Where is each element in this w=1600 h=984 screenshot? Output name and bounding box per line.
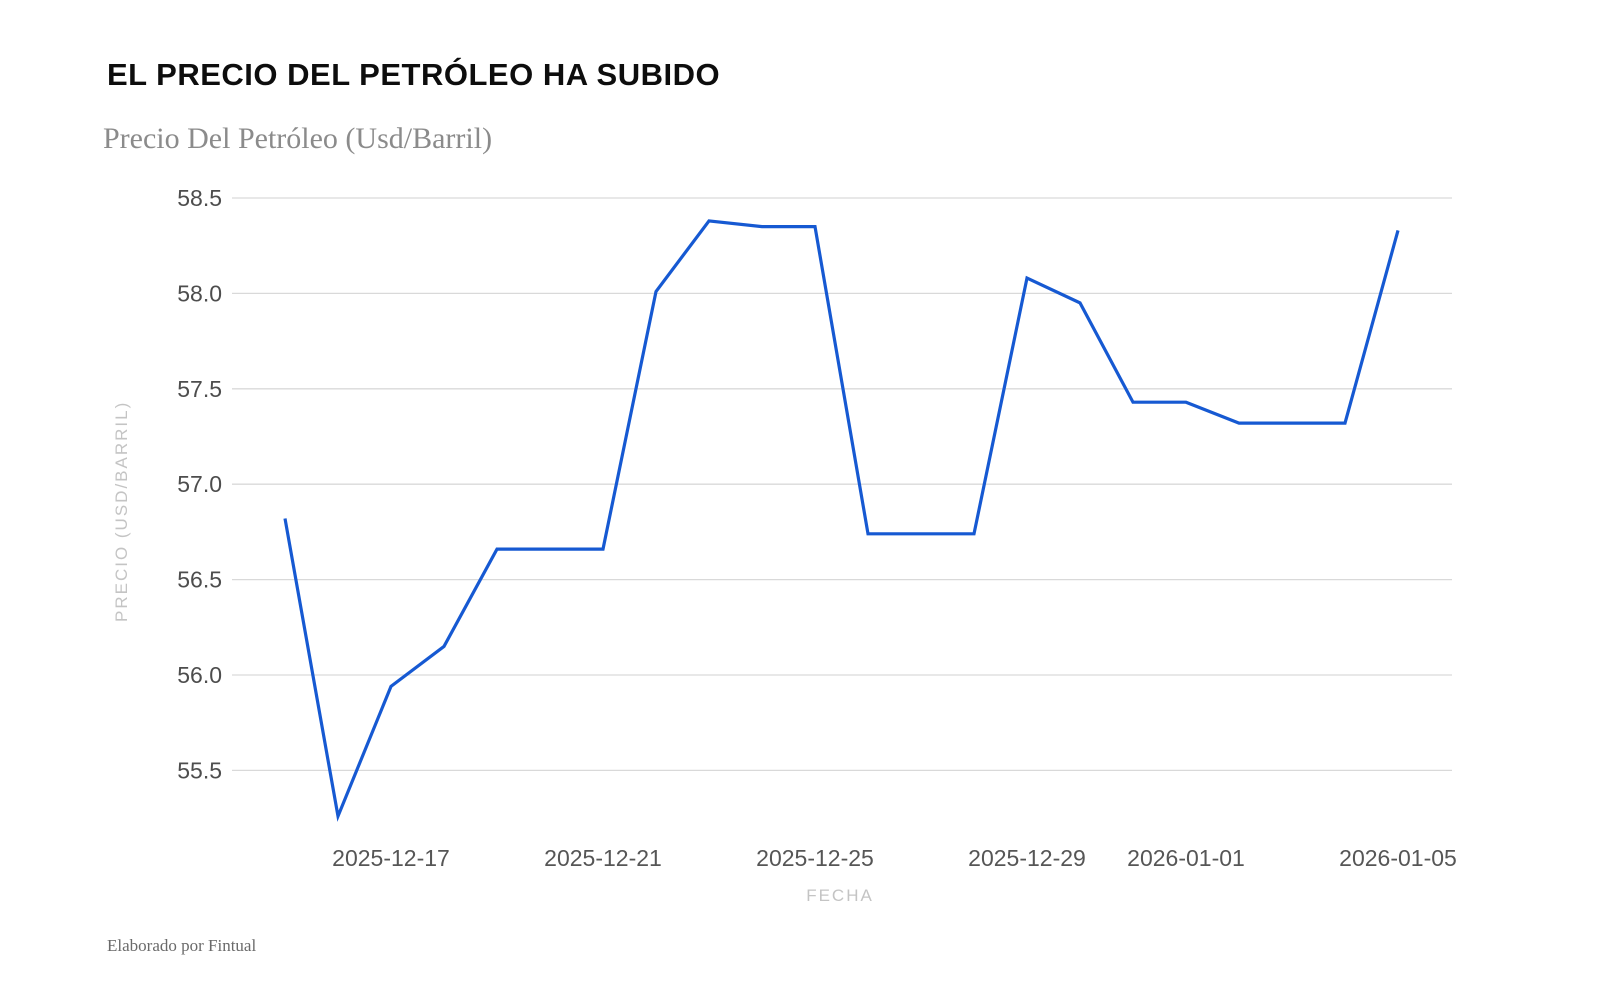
page-title: EL PRECIO DEL PETRÓLEO HA SUBIDO (107, 56, 721, 92)
y-tick-label: 58.0 (177, 280, 222, 306)
y-tick-label: 55.5 (177, 757, 222, 783)
y-tick-label: 58.5 (177, 185, 222, 211)
y-tick-label: 57.0 (177, 471, 222, 497)
x-tick-label: 2025-12-17 (332, 845, 450, 871)
x-tick-label: 2025-12-29 (968, 845, 1086, 871)
price-line-series (283, 219, 1400, 822)
x-axis-title: FECHA (806, 886, 874, 905)
x-tick-label: 2026-01-05 (1339, 845, 1457, 871)
chart-subtitle: Precio Del Petróleo (Usd/Barril) (103, 122, 493, 155)
y-tick-label: 57.5 (177, 376, 222, 402)
footer-credit: Elaborado por Fintual (107, 936, 257, 955)
y-tick-label: 56.5 (177, 567, 222, 593)
x-tick-label: 2025-12-21 (544, 845, 662, 871)
x-tick-label: 2026-01-01 (1127, 845, 1245, 871)
x-tick-label: 2025-12-25 (756, 845, 874, 871)
y-tick-label: 56.0 (177, 662, 222, 688)
